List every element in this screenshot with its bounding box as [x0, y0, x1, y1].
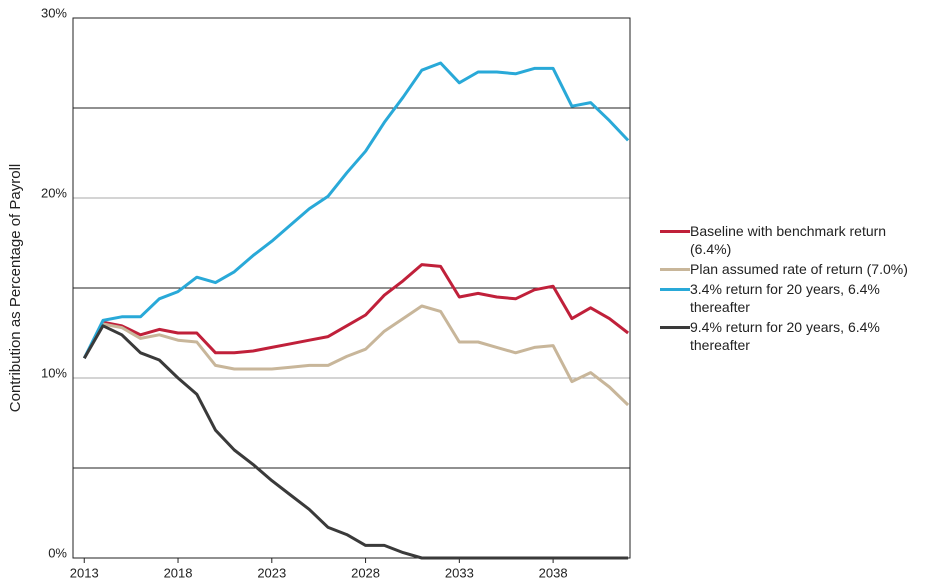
legend-label: Plan assumed rate of return (7.0%): [690, 261, 908, 277]
x-tick-label: 2028: [351, 565, 380, 580]
series-line: [82, 304, 630, 407]
legend-label: 3.4% return for 20 years, 6.4% thereafte…: [690, 281, 880, 315]
series-line: [82, 263, 630, 359]
legend-swatch: [660, 326, 690, 329]
y-tick-label: 20%: [41, 185, 67, 200]
legend-swatch: [660, 288, 690, 291]
x-tick-label: 2038: [539, 565, 568, 580]
legend-item: 9.4% return for 20 years, 6.4% thereafte…: [660, 318, 922, 354]
y-tick-label: 10%: [41, 365, 67, 380]
y-tick-label: 30%: [41, 5, 67, 20]
x-tick-label: 2023: [257, 565, 286, 580]
legend-swatch: [660, 230, 690, 233]
series-line: [82, 61, 630, 359]
legend-item: 3.4% return for 20 years, 6.4% thereafte…: [660, 280, 922, 316]
series-line: [83, 324, 629, 560]
legend-label: Baseline with benchmark return (6.4%): [690, 223, 887, 257]
x-tick-label: 2018: [164, 565, 193, 580]
plot-frame: [72, 17, 631, 559]
legend-label: 9.4% return for 20 years, 6.4% thereafte…: [690, 319, 880, 353]
y-axis-label: Contribution as Percentage of Payroll: [7, 164, 24, 412]
legend-item: Plan assumed rate of return (7.0%): [660, 260, 922, 278]
legend-swatch: [660, 268, 690, 271]
x-tick-label: 2013: [70, 565, 99, 580]
y-tick-label: 0%: [48, 545, 67, 560]
x-tick-label: 2033: [445, 565, 474, 580]
legend: Baseline with benchmark return (6.4%) Pla…: [660, 222, 922, 356]
legend-item: Baseline with benchmark return (6.4%): [660, 222, 922, 258]
